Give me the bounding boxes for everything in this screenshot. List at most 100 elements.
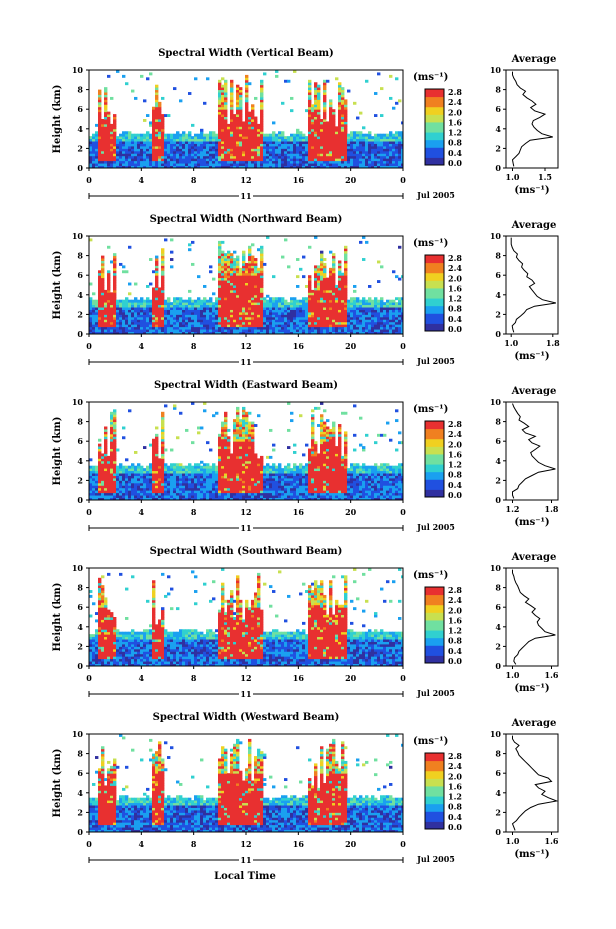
heatmap-cell: [131, 495, 135, 498]
heatmap-cell: [284, 329, 288, 332]
heatmap-cell: [239, 331, 243, 334]
heatmap-cell: [341, 109, 345, 113]
heatmap-cell: [146, 304, 150, 308]
heatmap-cell: [338, 297, 342, 301]
heatmap-cell: [332, 267, 336, 271]
heatmap-cell: [146, 495, 150, 498]
heatmap-cell: [338, 265, 342, 269]
heatmap-cell: [305, 145, 309, 149]
heatmap-cell: [125, 316, 129, 320]
heatmap-cell: [152, 138, 156, 142]
heatmap-cell: [311, 326, 315, 330]
heatmap-cell: [266, 141, 270, 144]
heatmap-cell: [374, 92, 378, 95]
heatmap-cell: [365, 240, 369, 244]
heatmap-cell: [110, 492, 114, 496]
heatmap-cell: [101, 497, 105, 500]
heatmap-cell: [332, 289, 336, 293]
colorbar-segment: [425, 293, 444, 297]
heatmap-cell: [215, 138, 219, 142]
heatmap-cell: [179, 477, 183, 481]
heatmap-cell: [344, 253, 348, 257]
heatmap-cell: [260, 138, 264, 142]
heatmap-cell: [137, 463, 141, 467]
heatmap-cell: [254, 121, 258, 125]
heatmap-cell: [236, 292, 240, 296]
profile-ytick-label: 6: [495, 104, 501, 114]
heatmap-cell: [353, 163, 357, 166]
heatmap-cell: [128, 245, 132, 249]
heatmap-cell: [329, 133, 333, 137]
heatmap-cell: [335, 153, 339, 157]
heatmap-cell: [221, 111, 225, 115]
heatmap-cell: [194, 302, 198, 306]
heatmap-cell: [212, 160, 216, 164]
heatmap-cell: [326, 307, 330, 310]
heatmap-cell: [260, 289, 264, 293]
heatmap-cell: [278, 324, 282, 328]
heatmap-cell: [125, 133, 129, 137]
heatmap-cell: [392, 304, 396, 308]
heatmap-cell: [113, 114, 117, 117]
heatmap-cell: [149, 463, 153, 467]
heatmap-cell: [116, 141, 120, 144]
heatmap-cell: [203, 165, 207, 168]
heatmap-cell: [164, 404, 168, 408]
heatmap-cell: [146, 153, 150, 157]
heatmap-cell: [119, 304, 123, 308]
heatmap-cell: [302, 158, 306, 162]
heatmap-cell: [206, 141, 210, 144]
heatmap-cell: [110, 314, 114, 318]
heatmap-cell: [365, 316, 369, 320]
heatmap-cell: [140, 473, 144, 476]
heatmap-cell: [131, 470, 135, 474]
heatmap-cell: [389, 133, 393, 137]
heatmap-cell: [359, 131, 363, 135]
heatmap-cell: [260, 153, 264, 157]
heatmap-cell: [92, 475, 96, 479]
heatmap-cell: [296, 329, 300, 332]
heatmap-cell: [221, 141, 225, 144]
heatmap-cell: [110, 482, 114, 486]
heatmap-cell: [290, 143, 294, 147]
heatmap-cell: [341, 106, 345, 110]
heatmap-cell: [179, 324, 183, 328]
heatmap-cell: [215, 155, 219, 159]
heatmap-cell: [260, 262, 264, 266]
heatmap-cell: [89, 309, 93, 313]
heatmap-cell: [329, 329, 333, 332]
heatmap-cell: [110, 480, 114, 484]
heatmap-cell: [176, 497, 180, 500]
heatmap-cell: [200, 302, 204, 306]
heatmap-cell: [164, 158, 168, 162]
heatmap-ytick-label: 0: [77, 329, 83, 339]
heatmap-cell: [164, 485, 168, 489]
heatmap-cell: [278, 136, 282, 140]
heatmap-cell: [338, 84, 342, 88]
heatmap-cell: [377, 309, 381, 313]
heatmap-cell: [104, 465, 108, 469]
heatmap-cell: [329, 145, 333, 149]
heatmap-cell: [101, 280, 105, 283]
heatmap-cell: [242, 297, 246, 301]
heatmap-cell: [326, 280, 330, 283]
heatmap-cell: [329, 128, 333, 132]
heatmap-cell: [113, 326, 117, 330]
heatmap-cell: [122, 319, 126, 323]
heatmap-cell: [230, 277, 234, 281]
heatmap-cell: [158, 292, 162, 296]
heatmap-cell: [377, 148, 381, 152]
heatmap-cell: [116, 473, 120, 476]
heatmap-cell: [110, 165, 114, 168]
heatmap-cell: [155, 463, 159, 467]
heatmap-cell: [146, 468, 150, 472]
heatmap-cell: [344, 143, 348, 147]
heatmap-cell: [158, 121, 162, 125]
heatmap-cell: [128, 409, 132, 413]
heatmap-cell: [218, 309, 222, 313]
heatmap-cell: [176, 155, 180, 159]
heatmap-cell: [248, 158, 252, 162]
heatmap-cell: [212, 277, 216, 281]
heatmap-cell: [296, 311, 300, 315]
heatmap-cell: [371, 316, 375, 320]
